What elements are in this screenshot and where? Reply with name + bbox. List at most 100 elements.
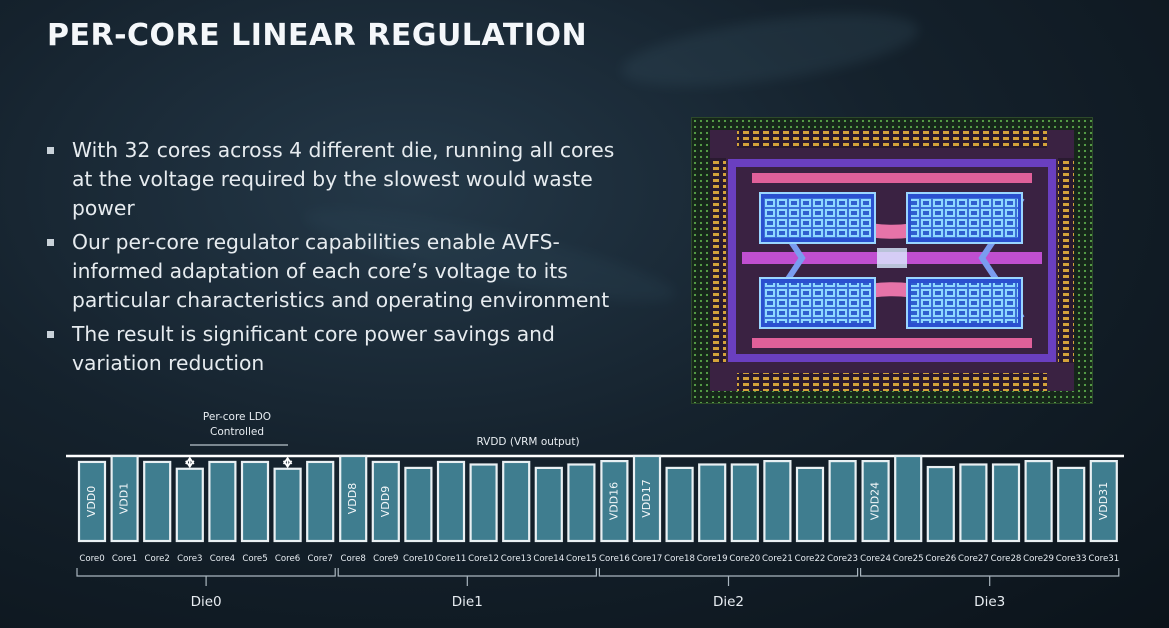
core-label: Core27 [958,554,989,564]
core-voltage-bar [665,466,694,543]
core-label: Core11 [436,554,467,564]
core-voltage-bar [632,454,662,543]
core-voltage-bar [208,460,237,543]
core-label: Core8 [341,554,366,564]
core-label: Core26 [925,554,956,564]
core-label: Core12 [468,554,499,564]
core-label: Core2 [145,554,170,564]
core-voltage-bar [404,466,433,543]
core-label: Core13 [501,554,532,564]
bullet-item: The result is significant core power sav… [46,320,616,378]
core-voltage-bar [502,460,531,543]
die-bracket [337,568,597,577]
core-voltage-bar [77,460,107,543]
core-label: Core28 [991,554,1022,564]
slide-title: PER-CORE LINEAR REGULATION [47,18,588,53]
core-voltage-bar [273,467,302,543]
core-label: Core25 [893,554,924,564]
bullet-text: Our per-core regulator capabilities enab… [72,230,610,312]
core-voltage-bar [828,460,857,543]
core-label: Core7 [308,554,333,564]
core-label: Core5 [242,554,267,564]
core-voltage-bar [306,460,335,543]
bullet-list: With 32 cores across 4 different die, ru… [46,136,616,383]
core-voltage-bar [959,463,988,543]
core-voltage-bar [1089,460,1118,543]
core-label: Core4 [210,554,235,564]
bullet-square-icon [47,239,54,246]
core-voltage-bar [143,460,172,543]
core-label: Core14 [533,554,564,564]
bullet-item: With 32 cores across 4 different die, ru… [46,136,616,223]
vdd-bar-label: VDD17 [640,479,653,517]
core-voltage-bar [1057,466,1086,543]
core-voltage-bar [371,460,400,543]
bullet-text: With 32 cores across 4 different die, ru… [72,138,615,220]
bullet-square-icon [47,331,54,338]
core-voltage-bar [926,465,955,543]
vdd-bar-label: VDD0 [85,486,98,517]
chip-die-shot-image [691,117,1093,404]
bullet-item: Our per-core regulator capabilities enab… [46,228,616,315]
core-voltage-bar [698,463,727,543]
vdd-bar-label: VDD8 [346,483,359,514]
core-voltage-bar [110,454,139,543]
core-label: Core3 [177,554,202,564]
die-label: Die3 [974,594,1005,610]
core-label: Core33 [1056,554,1087,564]
bullet-square-icon [47,147,54,154]
core-voltage-bar [175,467,204,543]
die-bracket [598,568,859,577]
ldo-arrow-down-icon [185,460,195,469]
ldo-arrow-down-icon [282,460,293,469]
chip-die-shot-graphic [692,118,1092,403]
core-voltage-bar [436,460,466,543]
vdd-bar-label: VDD24 [869,482,882,520]
core-label: Core19 [697,554,728,564]
core-voltage-bar [567,463,596,543]
die-label: Die2 [713,594,744,610]
core-label: Core9 [373,554,398,564]
core-label: Core21 [762,554,793,564]
vdd-bar-label: VDD31 [1097,482,1110,520]
core-label: Core20 [729,554,760,564]
core-label: Core15 [566,554,597,564]
core-voltage-bar [894,454,923,543]
core-voltage-bar [730,463,759,543]
die-bracket [860,568,1120,577]
rvdd-label: RVDD (VRM output) [476,436,579,448]
core-voltage-bar [339,454,368,543]
core-label: Core6 [275,554,300,564]
core-label: Core23 [827,554,858,564]
diagram-group: RVDD (VRM output) Per-core LDO Controlled C… [66,411,1124,610]
core-label: Core22 [795,554,826,564]
core-label: Core16 [599,554,630,564]
core-voltage-bar [240,460,270,543]
vdd-bar-label: VDD16 [607,482,620,520]
core-label: Core1 [112,554,137,564]
ldo-label-line1: Per-core LDO [203,411,271,423]
core-label: Core0 [79,554,104,564]
core-label: Core24 [860,554,891,564]
core-label: Core31 [1088,554,1119,564]
core-voltage-bar [534,466,563,543]
die-label: Die0 [191,594,222,610]
core-voltage-bar [795,466,825,543]
bullet-text: The result is significant core power sav… [72,322,555,375]
core-voltage-bar [861,460,890,543]
core-label: Core17 [632,554,663,564]
core-voltage-bar [1024,460,1053,543]
core-label: Core18 [664,554,695,564]
core-voltage-bar [991,463,1021,543]
vdd-bar-label: VDD1 [118,483,131,514]
core-voltage-bar [469,463,498,543]
ldo-label-line2: Controlled [210,426,264,438]
die-bracket [76,568,336,577]
core-label: Core29 [1023,554,1054,564]
die-label: Die1 [452,594,483,610]
core-voltage-bar [763,460,792,543]
vdd-bar-label: VDD9 [379,486,392,517]
core-voltage-bar [600,460,629,543]
core-label: Core10 [403,554,434,564]
